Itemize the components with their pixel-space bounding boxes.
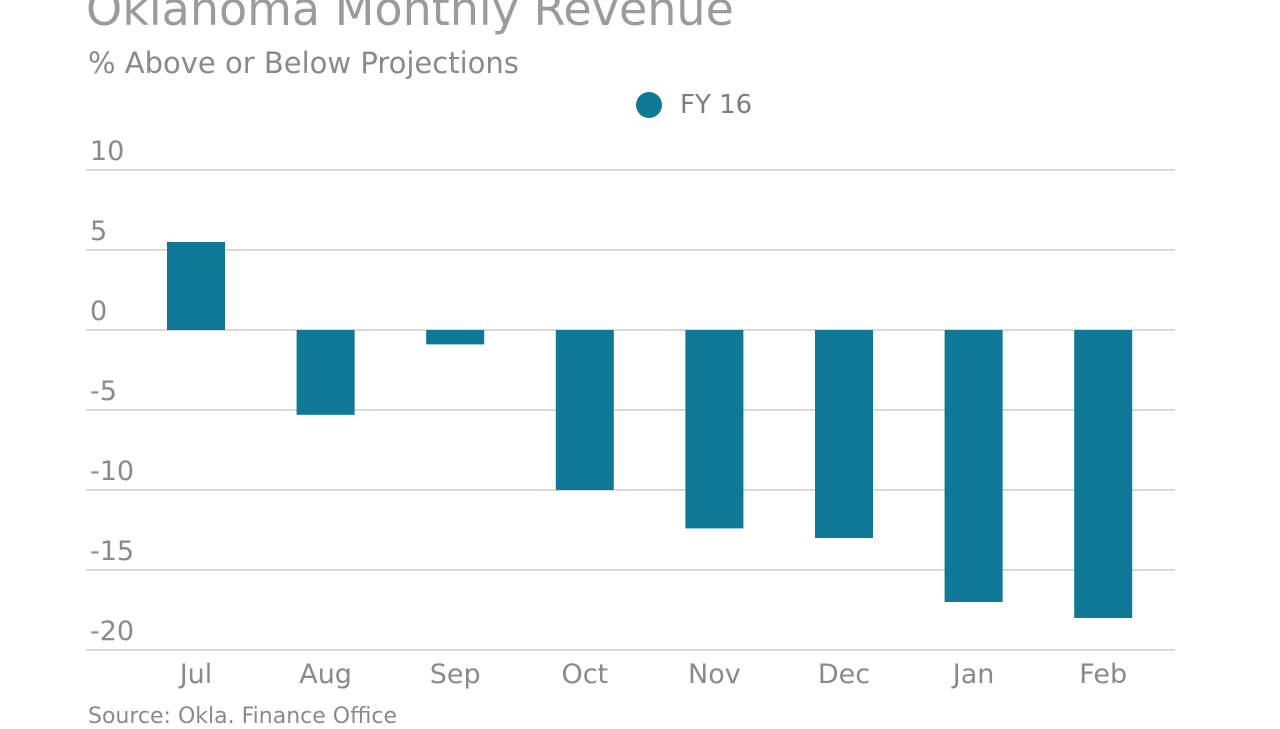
bar-oct: [555, 330, 614, 490]
bar-jul: [167, 242, 225, 330]
y-tick-label: -10: [90, 456, 134, 487]
bar-sep: [426, 330, 485, 345]
gridlines: [86, 169, 1175, 651]
x-tick-label: Jan: [951, 659, 995, 690]
legend-swatch: [636, 92, 662, 118]
source-note: Source: Okla. Finance Office: [88, 704, 397, 729]
x-tick-label: Dec: [818, 659, 870, 690]
bar-nov: [685, 330, 744, 529]
chart-subtitle: % Above or Below Projections: [88, 46, 519, 80]
bar-jan: [944, 330, 1003, 602]
x-tick-label: Oct: [561, 659, 608, 690]
y-axis-ticks: 10 5 0 -5 -10 -15 -20: [90, 136, 134, 647]
x-tick-label: Sep: [430, 659, 481, 690]
y-tick-label: 10: [90, 136, 124, 167]
y-tick-label: -5: [90, 376, 117, 407]
y-tick-label: -15: [90, 536, 134, 567]
bar-aug: [296, 330, 355, 415]
chart-title: Oklahoma Monthly Revenue: [86, 0, 734, 36]
y-tick-label: 0: [90, 296, 107, 327]
bar-feb: [1074, 330, 1133, 618]
legend: FY 16: [636, 90, 752, 120]
x-tick-label: Jul: [178, 659, 213, 690]
bar-dec: [815, 330, 873, 538]
x-tick-label: Feb: [1079, 659, 1127, 690]
x-tick-label: Nov: [688, 659, 741, 690]
y-tick-label: -20: [90, 616, 134, 647]
legend-label: FY 16: [680, 90, 753, 120]
x-axis-ticks: Jul Aug Sep Oct Nov Dec Jan Feb: [178, 659, 1127, 690]
bars: [167, 242, 1133, 618]
y-tick-label: 5: [90, 216, 107, 247]
x-tick-label: Aug: [299, 659, 352, 690]
